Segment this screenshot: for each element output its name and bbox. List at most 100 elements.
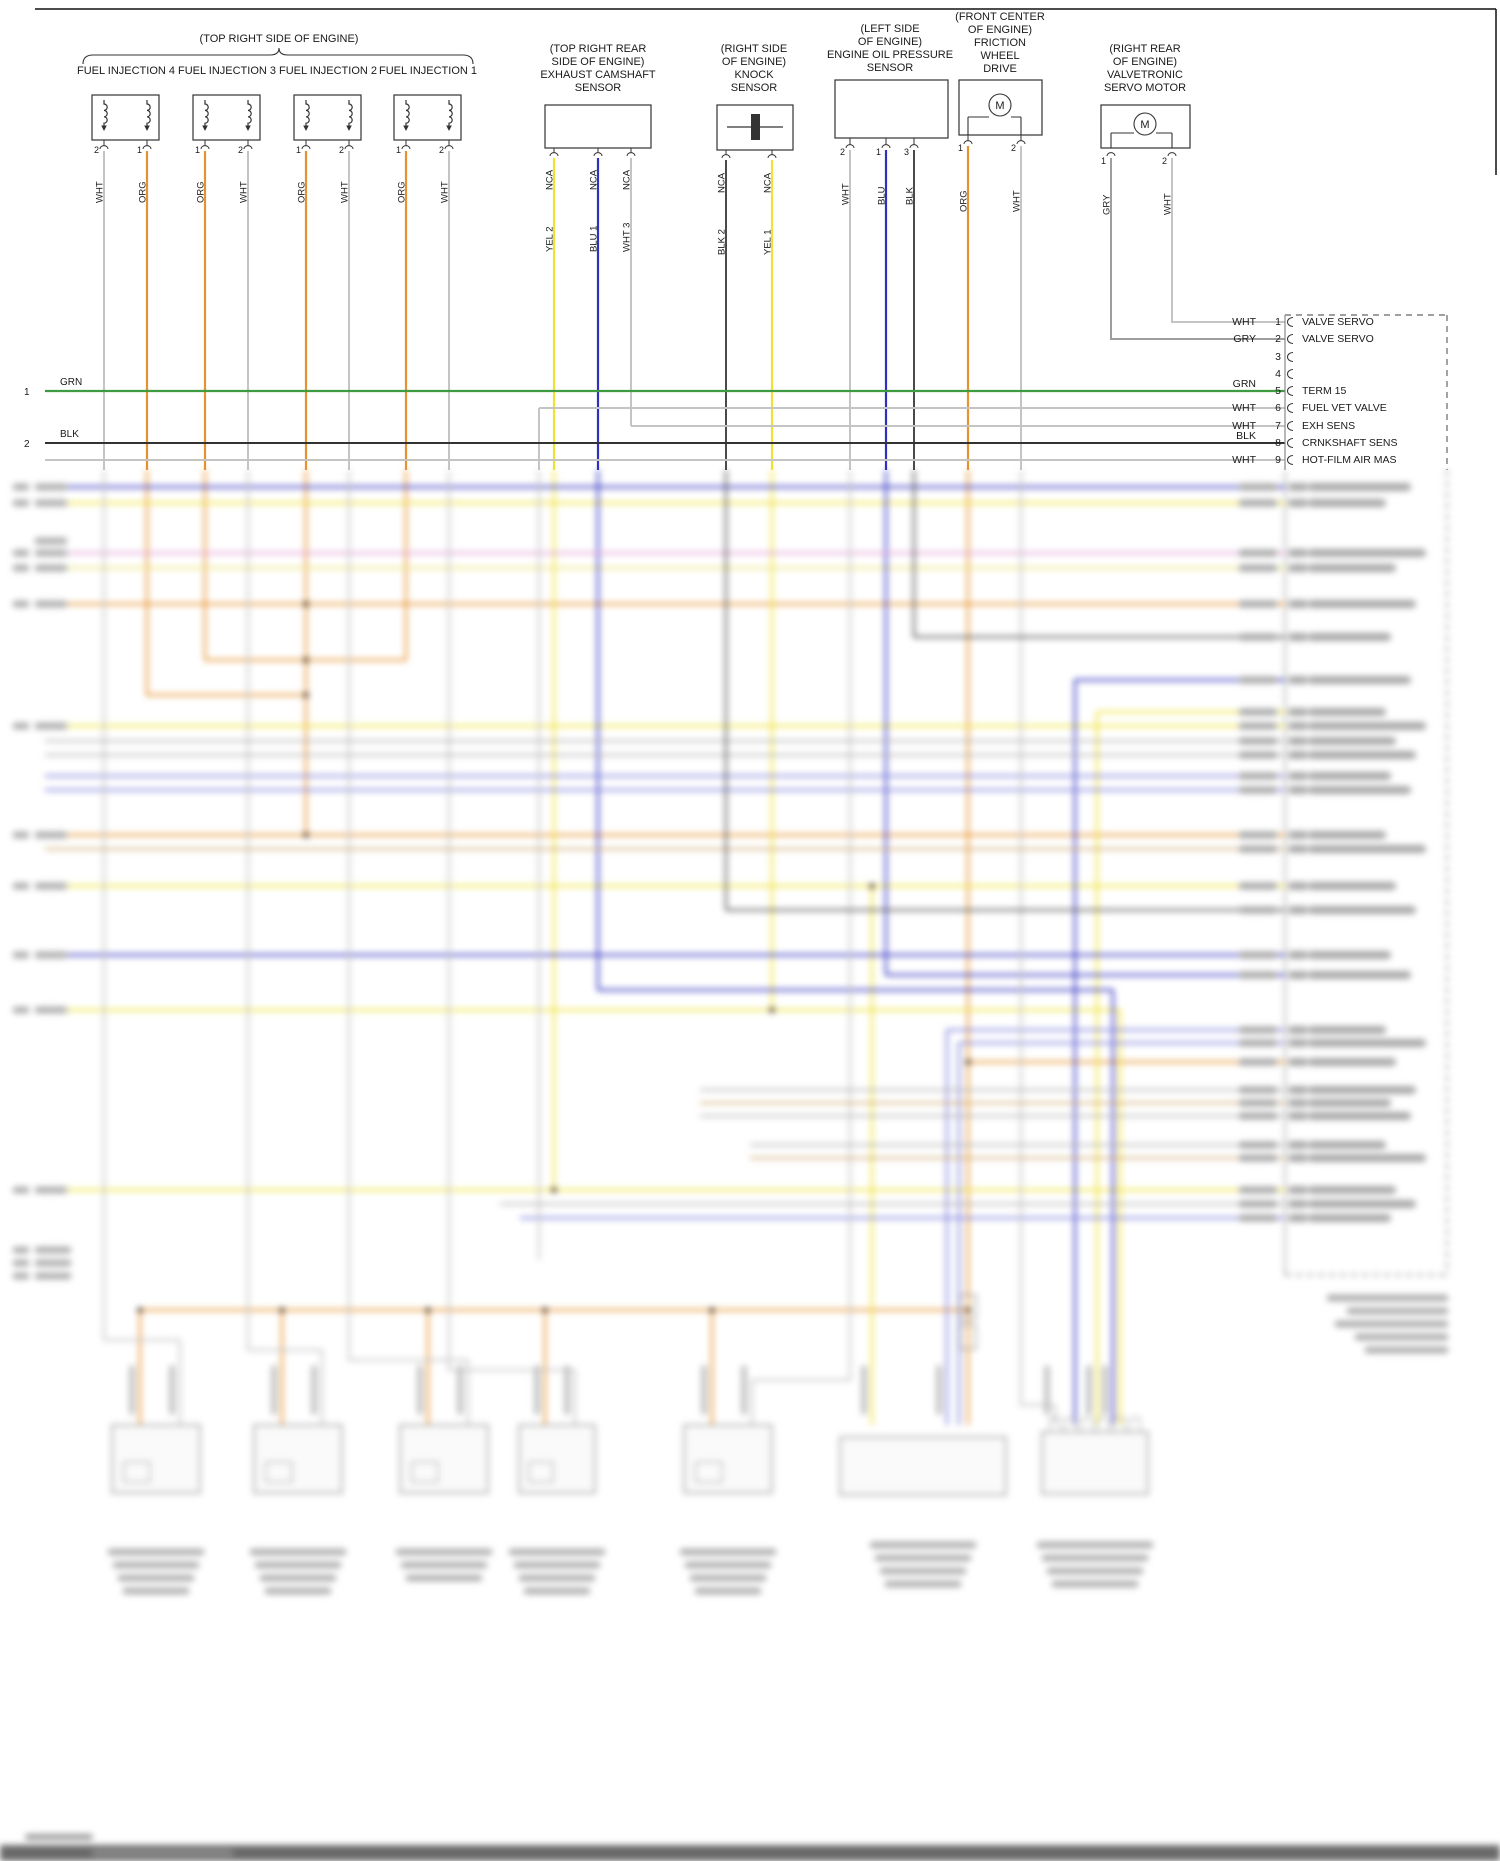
pin-terminal-icon bbox=[243, 145, 253, 150]
pin-terminal-icon bbox=[401, 145, 411, 150]
knock-sensor: (RIGHT SIDE OF ENGINE) KNOCK SENSOR NCA … bbox=[716, 43, 794, 255]
yellow-wires bbox=[45, 470, 1285, 1425]
wire-color-label: WHT bbox=[440, 181, 451, 203]
pin-terminal-icon bbox=[549, 152, 559, 157]
row-wire-color: WHT bbox=[1232, 402, 1256, 414]
injector-4-label: FUEL INJECTION 4 bbox=[77, 65, 175, 77]
footer-bar bbox=[0, 1834, 1500, 1861]
valvetronic-servo-motor: (RIGHT REAR OF ENGINE) VALVETRONIC SERVO… bbox=[1100, 43, 1191, 215]
connector-row-1: WHT 1 VALVE SERVO bbox=[1232, 316, 1374, 328]
row-pin-number: 3 bbox=[1275, 351, 1281, 363]
ecm-connector: WHT 1 VALVE SERVO GRY 2 VALVE SERVO 3 4 … bbox=[1232, 314, 1448, 470]
wire-runs-top bbox=[45, 146, 1285, 470]
injector-2-label: FUEL INJECTION 2 bbox=[279, 65, 377, 77]
row-wire-color: WHT bbox=[1232, 454, 1256, 466]
motor-letter: M bbox=[995, 100, 1004, 112]
row-wire-color: GRN bbox=[1233, 378, 1256, 390]
wire-color-label: YEL 1 bbox=[763, 229, 774, 255]
component-location: OF ENGINE) bbox=[858, 36, 922, 48]
row-label: VALVE SERVO bbox=[1302, 333, 1374, 345]
component-name: ENGINE OIL PRESSURE bbox=[827, 49, 953, 61]
pin-terminal-icon bbox=[1016, 140, 1026, 145]
row-pin-number: 5 bbox=[1275, 385, 1281, 397]
row-wire-color: GRY bbox=[1233, 333, 1256, 345]
connector-row-8: BLK 8 CRNKSHAFT SENS bbox=[1236, 430, 1397, 449]
row-wire-color: WHT bbox=[1232, 316, 1256, 328]
pin-terminal-icon bbox=[1106, 152, 1116, 157]
pin-number: 1 bbox=[396, 145, 401, 155]
socket-icon bbox=[1287, 334, 1294, 344]
pin-terminal-icon bbox=[344, 145, 354, 150]
row-pin-number: 1 bbox=[1275, 316, 1281, 328]
component-location: (FRONT CENTER bbox=[955, 11, 1045, 23]
wire-color-label: BLK bbox=[60, 429, 79, 440]
junction-dots bbox=[137, 601, 971, 1313]
wire-color-label: ORG bbox=[297, 181, 308, 203]
row-label: EXH SENS bbox=[1302, 420, 1355, 432]
component-caption-blur bbox=[107, 1541, 1154, 1595]
component-name: KNOCK bbox=[734, 69, 774, 81]
bottom-component-3 bbox=[399, 1424, 489, 1494]
motor-icon bbox=[988, 93, 1012, 117]
wire-color-label: BLK 2 bbox=[717, 229, 728, 255]
component-name: VALVETRONIC bbox=[1107, 69, 1183, 81]
page-border bbox=[35, 8, 1497, 175]
row-pin-number: 7 bbox=[1275, 420, 1281, 432]
row-wire-color: WHT bbox=[1232, 420, 1256, 432]
component-location: SIDE OF ENGINE) bbox=[552, 56, 645, 68]
component-location: OF ENGINE) bbox=[968, 24, 1032, 36]
pin-terminal-icon bbox=[767, 154, 777, 159]
pin-number: 2 bbox=[439, 145, 444, 155]
pin-terminal-icon bbox=[142, 145, 152, 150]
wire-color-label: WHT bbox=[95, 181, 106, 203]
component-location: OF ENGINE) bbox=[722, 56, 786, 68]
pin-terminal-icon bbox=[99, 145, 109, 150]
component-location: (LEFT SIDE bbox=[860, 23, 919, 35]
pin-terminal-icon bbox=[845, 144, 855, 149]
pin-terminal-icon bbox=[200, 145, 210, 150]
component-location: (TOP RIGHT REAR bbox=[550, 43, 647, 55]
socket-icon bbox=[1287, 317, 1294, 327]
ecm-reference-blur-note bbox=[1326, 1294, 1449, 1354]
row-pin-number: 6 bbox=[1275, 402, 1281, 414]
connector-row-4: 4 bbox=[1275, 368, 1294, 380]
connector-row-7: WHT 7 EXH SENS bbox=[1232, 420, 1355, 432]
wire-color-label: GRY bbox=[1102, 194, 1113, 215]
wire-color-label: WHT bbox=[340, 181, 351, 203]
pin-number: 2 bbox=[840, 147, 845, 157]
pin-terminal-icon bbox=[593, 152, 603, 157]
wire-color-label: YEL 2 bbox=[545, 226, 556, 252]
fuel-injector-group: (TOP RIGHT SIDE OF ENGINE) FUEL INJECTIO… bbox=[77, 33, 477, 203]
row-wire-color: BLK bbox=[1236, 430, 1256, 442]
row-pin-number: 4 bbox=[1275, 368, 1281, 380]
row-label: HOT-FILM AIR MAS bbox=[1302, 454, 1397, 466]
left-feed-wires: 1 GRN 2 BLK bbox=[24, 377, 1285, 450]
right-wire-color-blur-labels bbox=[1238, 483, 1278, 1222]
pin-number: 1 bbox=[296, 145, 301, 155]
motor-letter: M bbox=[1140, 119, 1149, 131]
connector-row-6: WHT 6 FUEL VET VALVE bbox=[1232, 402, 1387, 414]
wire-color-label: WHT bbox=[1012, 190, 1023, 212]
wire-nca-label: NCA bbox=[717, 172, 728, 193]
left-margin-blur-labels bbox=[12, 483, 72, 1280]
bottom-component-6 bbox=[839, 1436, 1007, 1496]
wire-color-label: BLU bbox=[877, 186, 888, 205]
brace bbox=[82, 47, 474, 65]
component-location: (RIGHT SIDE bbox=[721, 43, 787, 55]
connector-blur-rows bbox=[1288, 483, 1426, 1222]
pin-number: 2 bbox=[1162, 156, 1167, 166]
orange-wires bbox=[45, 470, 1285, 1425]
pin-terminal-icon bbox=[909, 144, 919, 149]
wire-color-label: WHT bbox=[1163, 193, 1174, 215]
row-label: TERM 15 bbox=[1302, 385, 1347, 397]
row-label: VALVE SERVO bbox=[1302, 316, 1374, 328]
bottom-component-4 bbox=[518, 1424, 596, 1494]
bottom-component-7 bbox=[1041, 1417, 1149, 1495]
bottom-component-5 bbox=[683, 1424, 773, 1494]
fuel-injector-4: FUEL INJECTION 4 2 1 WHT ORG bbox=[77, 65, 175, 203]
piezo-icon bbox=[727, 114, 783, 140]
socket-icon bbox=[1287, 438, 1294, 448]
wire-nca-label: NCA bbox=[589, 169, 600, 190]
